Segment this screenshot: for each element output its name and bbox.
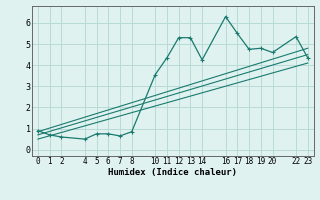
X-axis label: Humidex (Indice chaleur): Humidex (Indice chaleur) bbox=[108, 168, 237, 177]
